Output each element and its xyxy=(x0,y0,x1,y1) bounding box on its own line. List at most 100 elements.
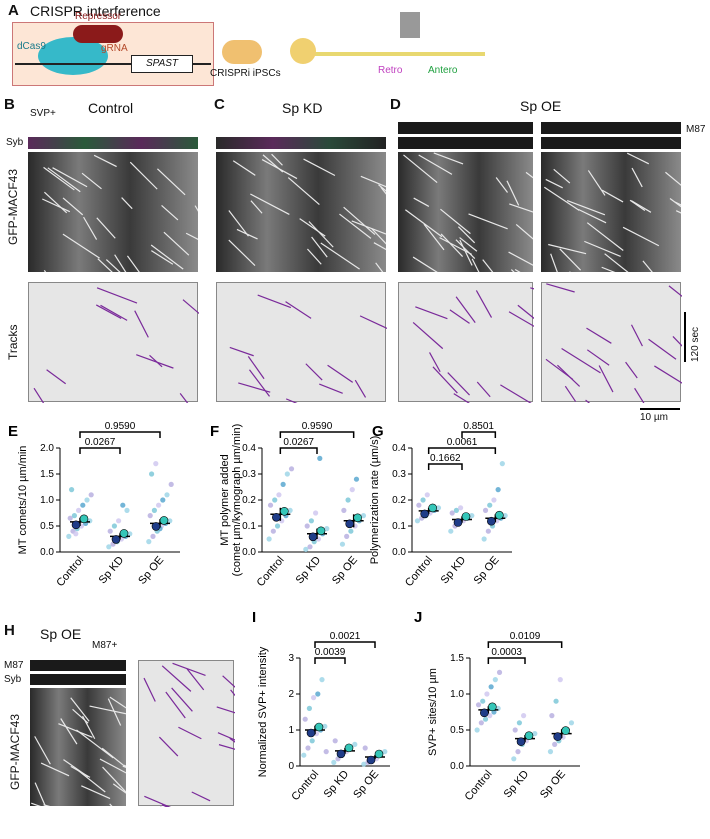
track-line xyxy=(375,262,384,272)
y-axis-label: MT comets/10 µm/min xyxy=(17,446,29,555)
replicate-mean xyxy=(316,526,326,536)
track-line xyxy=(158,736,179,757)
y-tick-label: 0.0 xyxy=(392,547,406,558)
track-line xyxy=(217,732,235,741)
y-axis-label: Normalized SVP+ intensity xyxy=(257,646,269,777)
track-line xyxy=(96,217,116,239)
track-line xyxy=(105,259,121,272)
spast-box: SPAST xyxy=(131,55,193,73)
x-tick-label: Sp KD xyxy=(502,768,532,800)
track-line xyxy=(598,365,614,393)
data-point xyxy=(111,523,117,529)
data-point xyxy=(552,741,558,748)
data-point xyxy=(116,518,122,524)
track-line xyxy=(285,301,312,319)
track-line xyxy=(578,208,607,224)
track-line xyxy=(44,191,68,214)
neuron-axon xyxy=(295,52,485,56)
data-point xyxy=(339,541,346,547)
data-point xyxy=(487,502,493,508)
p-value: 0.9590 xyxy=(302,421,333,432)
track-line xyxy=(468,213,508,230)
track-line xyxy=(165,691,186,719)
track-line xyxy=(157,168,186,196)
track-line xyxy=(129,161,158,190)
data-point xyxy=(267,502,274,508)
spoe-title: Sp OE xyxy=(520,98,562,114)
data-point xyxy=(106,544,112,550)
x-tick-label: Sp OE xyxy=(538,768,568,801)
x-tick-label: Sp KD xyxy=(97,554,127,586)
track-line xyxy=(415,306,448,320)
comparison-bracket xyxy=(314,641,376,648)
track-line xyxy=(121,197,133,210)
track-line xyxy=(161,204,179,221)
y-tick-label: 3 xyxy=(288,653,294,664)
track-line xyxy=(320,242,360,270)
track-line xyxy=(308,221,334,248)
data-point xyxy=(153,461,159,467)
track-line xyxy=(471,258,480,272)
data-point xyxy=(458,505,464,511)
p-value: 0.0109 xyxy=(510,631,541,642)
data-point xyxy=(348,528,354,534)
replicate-mean xyxy=(516,737,526,746)
track-line xyxy=(40,762,70,777)
track-line xyxy=(517,304,534,320)
track-line xyxy=(359,315,387,330)
track-line xyxy=(543,186,580,211)
x-tick-label: Control xyxy=(403,554,435,589)
data-point xyxy=(156,502,162,508)
y-tick-label: 0.0 xyxy=(242,547,256,558)
data-point xyxy=(453,507,459,513)
replicate-mean xyxy=(480,708,489,718)
p-value: 0.0267 xyxy=(283,437,314,448)
data-point xyxy=(382,749,388,755)
replicate-mean xyxy=(488,702,497,712)
track-line xyxy=(371,228,386,245)
track-line xyxy=(34,736,51,765)
y-tick-label: 0.4 xyxy=(392,443,406,454)
track-line xyxy=(101,747,126,768)
data-point xyxy=(491,497,497,503)
grna-label: gRNA xyxy=(101,43,128,54)
data-point xyxy=(167,518,173,524)
data-point xyxy=(84,497,90,503)
replicate-mean xyxy=(336,749,346,759)
track-line xyxy=(351,220,386,235)
data-point xyxy=(481,536,487,542)
y-tick-label: 2 xyxy=(288,689,294,700)
track-line xyxy=(423,223,445,251)
data-point xyxy=(512,727,518,733)
track-line xyxy=(262,154,284,173)
track-line xyxy=(47,167,81,193)
track-line xyxy=(311,236,328,258)
track-line xyxy=(102,766,126,794)
track-line xyxy=(194,205,198,212)
y-tick-label: 0.3 xyxy=(392,469,406,480)
data-point xyxy=(487,713,493,719)
track-line xyxy=(149,354,163,368)
track-line xyxy=(303,158,336,177)
panel-label: J xyxy=(414,609,422,626)
track-line xyxy=(229,346,254,357)
track-line xyxy=(81,785,111,800)
track-line xyxy=(455,296,476,323)
replicate-mean xyxy=(366,755,376,765)
dcas9-label: dCas9 xyxy=(17,41,46,52)
track-line xyxy=(601,266,616,272)
data-point xyxy=(151,507,157,513)
track-line xyxy=(412,321,444,350)
tracks-oe2 xyxy=(541,282,682,403)
track-line xyxy=(250,200,263,214)
track-line xyxy=(449,309,470,324)
data-point xyxy=(511,756,517,762)
track-line xyxy=(418,154,453,175)
track-line xyxy=(561,348,601,374)
comparison-bracket xyxy=(79,447,121,454)
data-point xyxy=(557,677,563,683)
data-point xyxy=(521,713,527,719)
kymograph-oe2 xyxy=(541,152,681,272)
data-point xyxy=(270,528,276,534)
data-point xyxy=(317,455,323,461)
